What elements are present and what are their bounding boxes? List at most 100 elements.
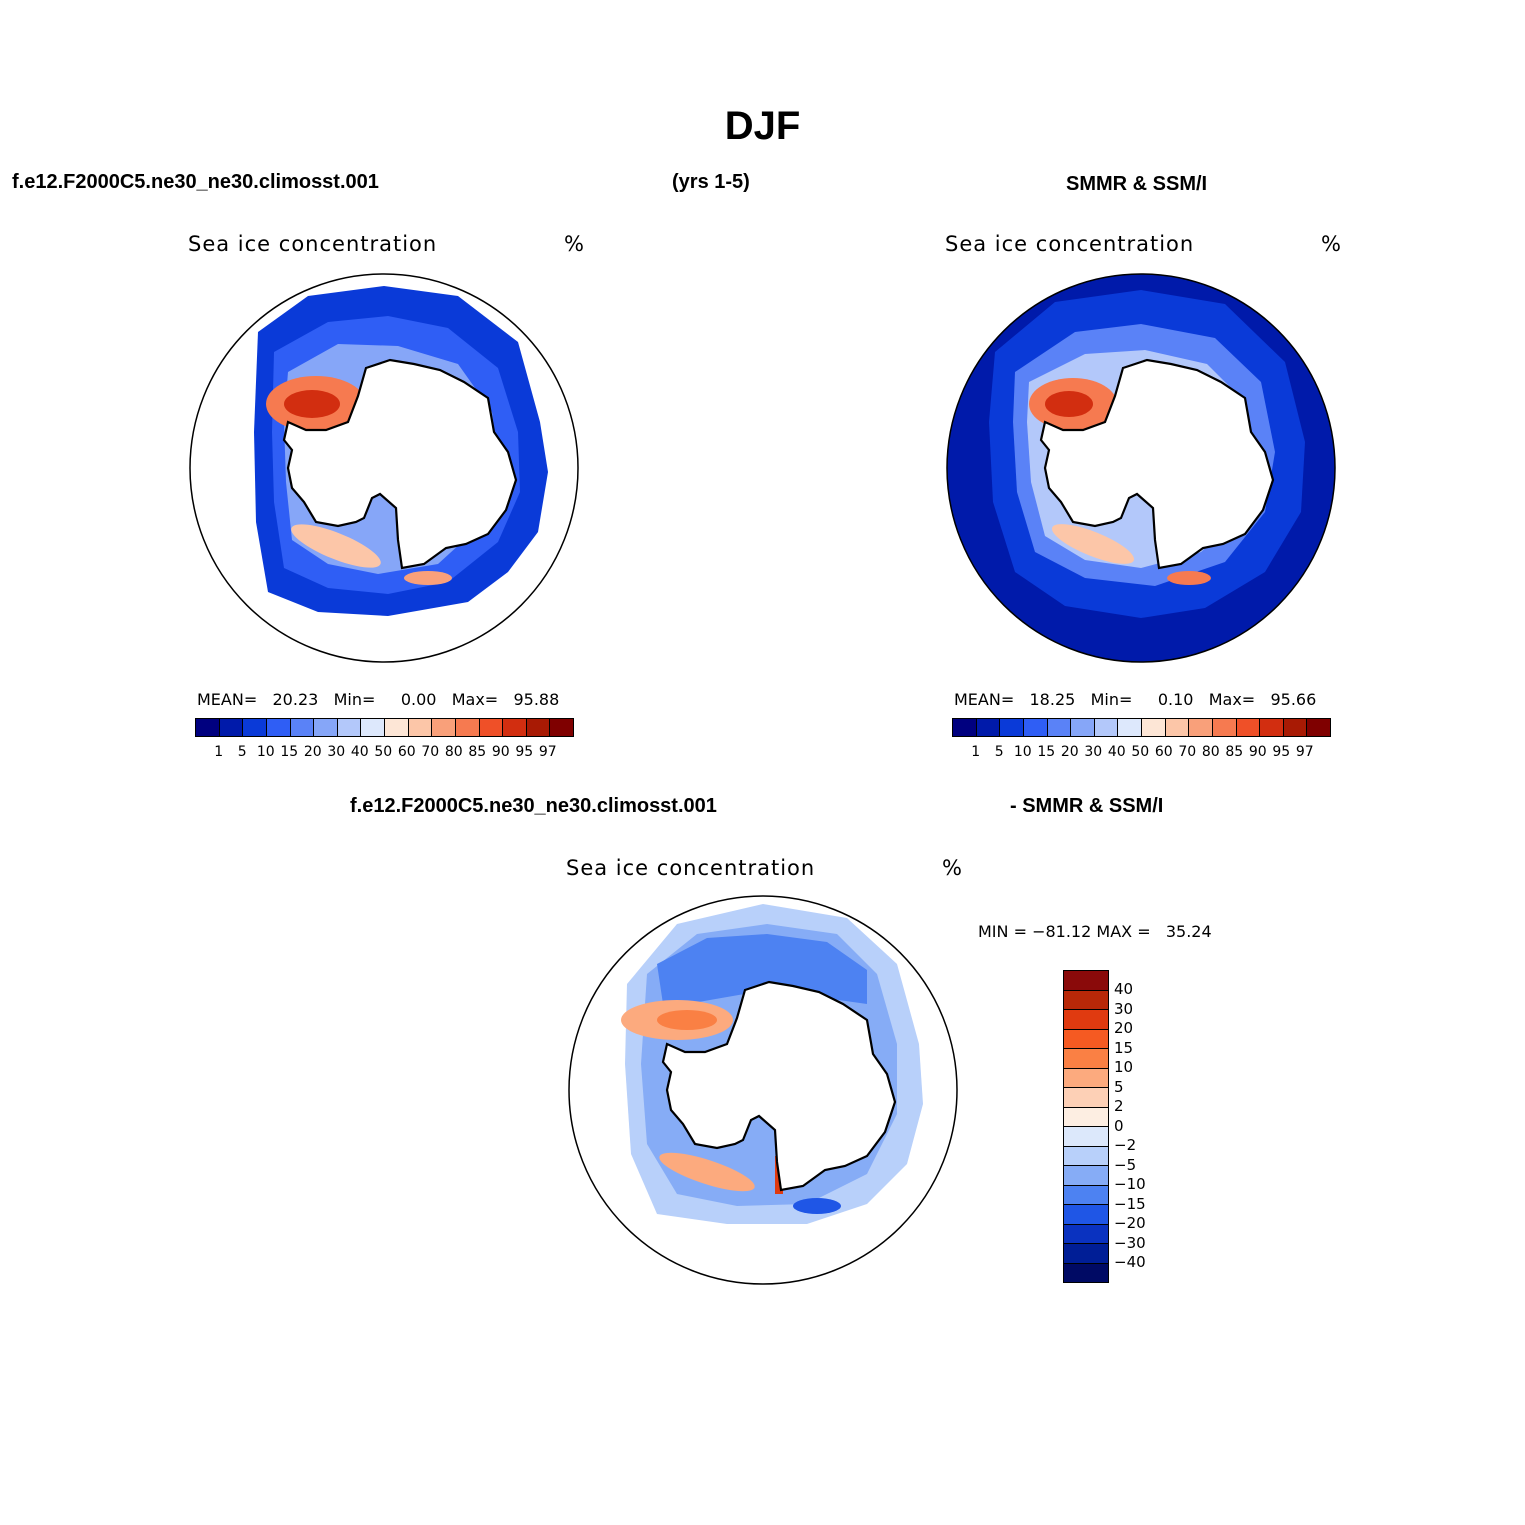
colorbar-tick-label: 20 bbox=[303, 744, 322, 760]
colorbar-tick-label: 85 bbox=[1225, 744, 1244, 760]
colorbar-box bbox=[290, 719, 315, 736]
colorbar-tick-label: 5 bbox=[237, 744, 247, 760]
colorbar-box bbox=[1064, 1166, 1108, 1186]
panel2-min-value: 0.10 bbox=[1157, 690, 1194, 709]
panel1-stats: MEAN= 20.23 Min= 0.00 Max= 95.88 bbox=[197, 690, 559, 709]
panel1-mean-label: MEAN= bbox=[197, 690, 258, 709]
panel1-min-value: 0.00 bbox=[400, 690, 437, 709]
case-name-label: f.e12.F2000C5.ne30_ne30.climosst.001 bbox=[12, 171, 379, 193]
colorbar-tick-label: 5 bbox=[994, 744, 1004, 760]
ross-sea-patch bbox=[291, 524, 381, 568]
colorbar-tick-label: 20 bbox=[1114, 1019, 1134, 1037]
panel3-min-value: −81.12 bbox=[1032, 922, 1092, 941]
colorbar-box bbox=[196, 719, 220, 736]
colorbar-tick-label: 40 bbox=[350, 744, 369, 760]
colorbar-tick-label: 5 bbox=[1114, 1077, 1124, 1096]
colorbar-tick-label: 1 bbox=[971, 744, 981, 760]
colorbar-box bbox=[1064, 1185, 1108, 1205]
colorbar-box bbox=[1064, 1244, 1108, 1264]
panel2-colorbar bbox=[952, 718, 1331, 737]
colorbar-tick-label: 2 bbox=[1114, 1097, 1124, 1115]
colorbar-box bbox=[1064, 1263, 1108, 1282]
colorbar-box bbox=[1118, 719, 1142, 736]
colorbar-tick-label: 40 bbox=[1107, 744, 1126, 760]
difference-sea-ice-map bbox=[568, 895, 958, 1285]
weddell-core bbox=[1045, 391, 1093, 417]
colorbar-box bbox=[1212, 719, 1237, 736]
panel2-title: Sea ice concentration bbox=[945, 232, 1195, 256]
antarctica-land bbox=[1039, 358, 1275, 570]
colorbar-box bbox=[408, 719, 433, 736]
colorbar-box bbox=[1064, 990, 1108, 1010]
colorbar-tick-label: 30 bbox=[327, 744, 346, 760]
colorbar-tick-label: 20 bbox=[1060, 744, 1079, 760]
colorbar-box bbox=[503, 719, 527, 736]
panel2-colorbar-labels: 1 5 10 15 20 30 40 50 60 70 80 85 90 95 97 bbox=[964, 744, 1317, 760]
colorbar-tick-label: 50 bbox=[1131, 744, 1150, 760]
colorbar-box bbox=[479, 719, 504, 736]
colorbar-box bbox=[1064, 1127, 1108, 1147]
colorbar-tick-label: −15 bbox=[1114, 1194, 1146, 1213]
panel1-mean-value: 20.23 bbox=[272, 690, 319, 709]
ross-sea-patch bbox=[1051, 524, 1135, 564]
panel3-title: Sea ice concentration bbox=[566, 856, 816, 880]
colorbar-tick-label: −10 bbox=[1114, 1175, 1146, 1193]
colorbar-tick-label: 60 bbox=[397, 744, 416, 760]
colorbar-tick-label: 0 bbox=[1114, 1116, 1124, 1135]
colorbar-box bbox=[432, 719, 456, 736]
colorbar-tick-label: 10 bbox=[1114, 1058, 1134, 1076]
colorbar-box bbox=[1064, 1224, 1108, 1244]
panel2-mean-value: 18.25 bbox=[1029, 690, 1076, 709]
colorbar-box bbox=[1260, 719, 1284, 736]
colorbar-tick-label: 15 bbox=[280, 744, 299, 760]
colorbar-box bbox=[1064, 1205, 1108, 1225]
colorbar-box bbox=[1189, 719, 1213, 736]
panel2-stats: MEAN= 18.25 Min= 0.10 Max= 95.66 bbox=[954, 690, 1316, 709]
colorbar-tick-label: 70 bbox=[1178, 744, 1197, 760]
panel1-colorbar-labels: 1 5 10 15 20 30 40 50 60 70 80 85 90 95 97 bbox=[207, 744, 560, 760]
colorbar-box bbox=[1064, 1068, 1108, 1088]
colorbar-box bbox=[1064, 1049, 1108, 1069]
panel1-max-label: Max= bbox=[451, 690, 499, 709]
colorbar-box bbox=[1142, 719, 1166, 736]
colorbar-tick-label: 10 bbox=[256, 744, 275, 760]
main-title: DJF bbox=[724, 104, 801, 148]
colorbar-tick-label: 10 bbox=[1013, 744, 1032, 760]
colorbar-tick-label: 60 bbox=[1154, 744, 1173, 760]
colorbar-tick-label: −30 bbox=[1114, 1233, 1146, 1252]
diff-ring-deep bbox=[657, 934, 867, 1004]
map-outline bbox=[946, 273, 1336, 663]
antarctica-land bbox=[661, 980, 897, 1192]
colorbar-box bbox=[1165, 719, 1190, 736]
colorbar-tick-label: 80 bbox=[1201, 744, 1220, 760]
weddell-positive-core bbox=[657, 1010, 717, 1030]
panel3-max-label: MAX = bbox=[1096, 922, 1151, 941]
colorbar-tick-label: 15 bbox=[1037, 744, 1056, 760]
colorbar-tick-label: 90 bbox=[491, 744, 510, 760]
antarctica-land bbox=[282, 358, 518, 570]
panel1-title: Sea ice concentration bbox=[188, 232, 438, 256]
colorbar-tick-label: 30 bbox=[1114, 999, 1134, 1018]
amundsen-patch bbox=[1167, 571, 1211, 585]
colorbar-tick-label: 97 bbox=[1295, 744, 1314, 760]
panel2-units: % bbox=[1321, 232, 1342, 256]
colorbar-box bbox=[1064, 1010, 1108, 1030]
colorbar-tick-label: 30 bbox=[1084, 744, 1103, 760]
colorbar-box bbox=[1071, 719, 1095, 736]
panel2-mean-label: MEAN= bbox=[954, 690, 1015, 709]
map-outline bbox=[189, 273, 579, 663]
diff-obs-label: - SMMR & SSM/I bbox=[1010, 795, 1164, 817]
amundsen-patch bbox=[404, 571, 452, 585]
panel1-min-label: Min= bbox=[333, 690, 376, 709]
colorbar-tick-label: 90 bbox=[1248, 744, 1267, 760]
diff-case-label: f.e12.F2000C5.ne30_ne30.climosst.001 bbox=[350, 795, 717, 817]
colorbar-tick-label: 97 bbox=[538, 744, 557, 760]
colorbar-tick-label: 95 bbox=[1272, 744, 1291, 760]
colorbar-tick-label: −2 bbox=[1114, 1136, 1137, 1154]
colorbar-tick-label: 70 bbox=[421, 744, 440, 760]
colorbar-box bbox=[361, 719, 385, 736]
colorbar-box bbox=[1307, 719, 1330, 736]
colorbar-tick-label: 95 bbox=[515, 744, 534, 760]
colorbar-box bbox=[1283, 719, 1308, 736]
years-label: (yrs 1-5) bbox=[672, 171, 750, 193]
